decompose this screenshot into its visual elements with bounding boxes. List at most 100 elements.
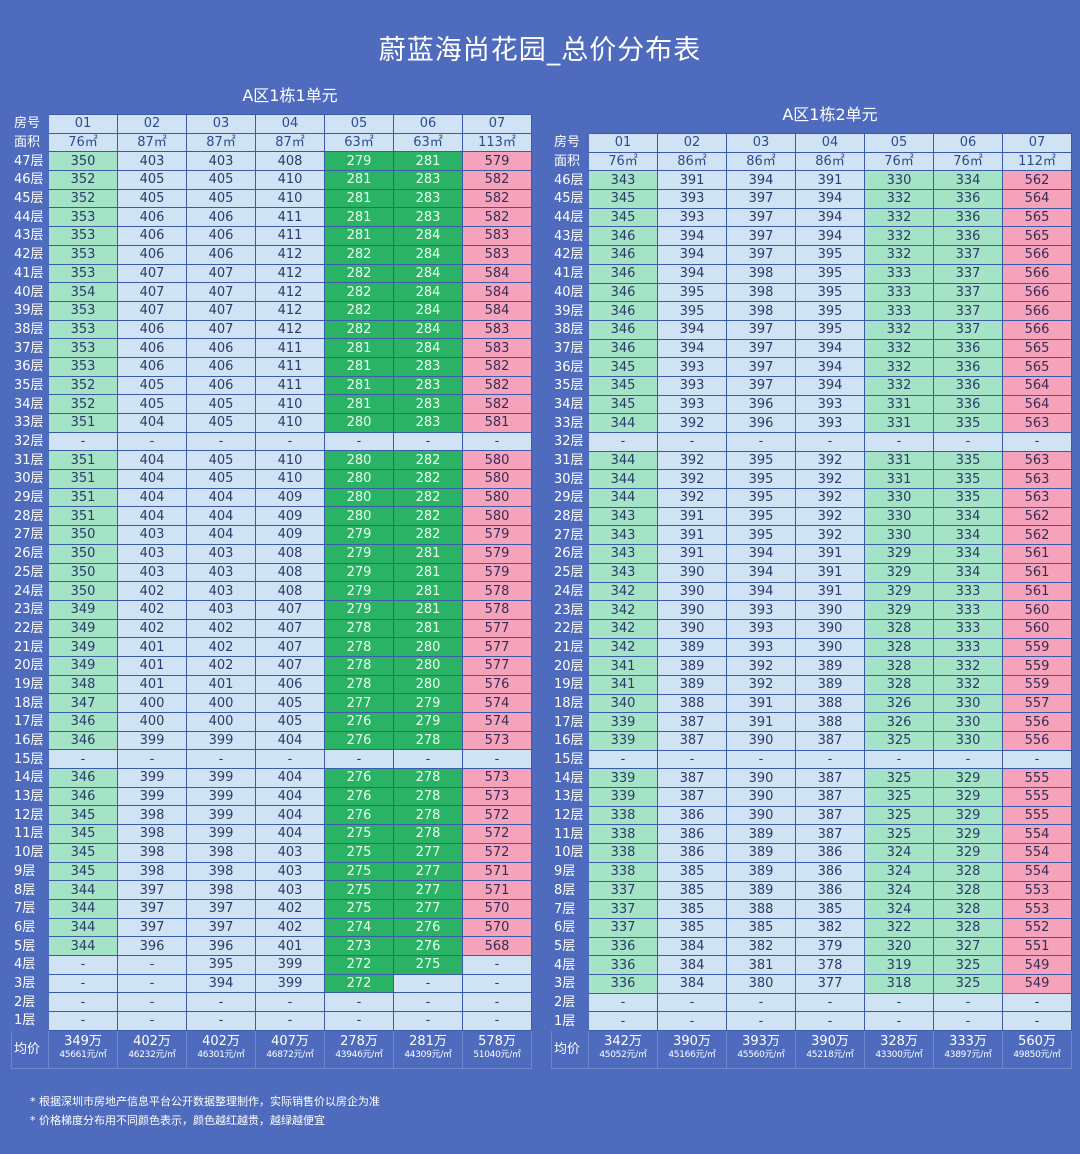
- price-cell: 573: [462, 730, 532, 751]
- floor-label: 11层: [551, 824, 589, 845]
- floor-label: 34层: [551, 394, 589, 415]
- price-cell: 334: [933, 506, 1003, 527]
- floor-label: 10层: [551, 843, 589, 863]
- price-cell: 384: [657, 936, 727, 957]
- price-cell: 385: [795, 899, 865, 919]
- price-cell: -: [588, 1011, 658, 1031]
- room-number: 04: [255, 114, 325, 134]
- price-cell: 390: [657, 581, 727, 602]
- price-cell: 283: [393, 394, 463, 414]
- price-cell: 273: [324, 936, 394, 956]
- price-cell: 353: [48, 207, 118, 228]
- floor-label: 36层: [11, 356, 49, 377]
- price-cell: -: [795, 749, 865, 770]
- price-cell: 281: [324, 188, 394, 209]
- price-cell: 325: [864, 768, 934, 789]
- price-cell: 344: [48, 917, 118, 938]
- price-cell: 399: [186, 824, 256, 844]
- price-cell: 337: [588, 899, 658, 919]
- price-cell: 332: [864, 375, 934, 396]
- price-cell: -: [48, 1011, 118, 1031]
- floor-label: 18层: [551, 693, 589, 714]
- price-cell: 282: [393, 525, 463, 545]
- price-cell: 379: [795, 936, 865, 957]
- unit-area: 86㎡: [795, 151, 865, 172]
- price-cell: 565: [1002, 207, 1072, 228]
- floor-label: 44层: [11, 207, 49, 228]
- price-cell: 403: [186, 599, 256, 620]
- price-cell: -: [48, 749, 118, 770]
- floor-label: 8层: [551, 880, 589, 901]
- price-cell: 329: [864, 600, 934, 620]
- price-cell: 338: [588, 861, 658, 882]
- average-row: 均价 349万 45661元/㎡ 402万 46232元/㎡ 402万 46301元/㎡ 40…: [11, 1029, 532, 1069]
- price-cell: 337: [588, 917, 658, 938]
- floor-label: 34层: [11, 394, 49, 414]
- price-cell: 401: [117, 637, 187, 657]
- price-cell: 400: [186, 712, 256, 732]
- price-cell: 399: [255, 973, 325, 994]
- price-cell: 556: [1002, 731, 1072, 751]
- floor-label: 14层: [551, 768, 589, 789]
- price-cell: 562: [1002, 525, 1072, 546]
- price-cell: 582: [462, 188, 532, 209]
- price-cell: 403: [255, 842, 325, 863]
- price-cell: 351: [48, 413, 118, 433]
- price-cell: 350: [48, 525, 118, 545]
- price-cell: 571: [462, 861, 532, 882]
- floor-row: 1层 - - - - - - -: [11, 1011, 532, 1031]
- price-cell: 409: [255, 487, 325, 508]
- floor-label: 35层: [11, 375, 49, 396]
- price-cell: 397: [117, 917, 187, 938]
- unit2-title: A区1栋2单元: [782, 105, 878, 124]
- price-cell: 559: [1002, 674, 1072, 695]
- floor-row: 11层 345 398 399 404 275 278 572: [11, 824, 532, 844]
- price-cell: 279: [324, 525, 394, 545]
- unit2-price-table: 房号 01 02 03 04 05 06 07 面积 76㎡ 86㎡ 86㎡ 86㎡ 76㎡ 76㎡ 112㎡…: [551, 133, 1072, 1069]
- floor-label: 1层: [11, 1011, 49, 1031]
- price-cell: 388: [657, 693, 727, 714]
- price-cell: -: [393, 992, 463, 1012]
- price-cell: 386: [657, 843, 727, 863]
- price-cell: 319: [864, 955, 934, 975]
- price-cell: 337: [588, 880, 658, 901]
- price-cell: 386: [657, 824, 727, 845]
- price-cell: 405: [117, 170, 187, 190]
- price-cell: -: [117, 954, 187, 975]
- price-cell: 325: [864, 731, 934, 751]
- price-cell: 281: [324, 338, 394, 358]
- price-cell: 384: [657, 973, 727, 994]
- floor-label: 29层: [11, 487, 49, 508]
- floor-label: 4层: [551, 955, 589, 975]
- price-cell: -: [864, 749, 934, 770]
- price-cell: 346: [48, 712, 118, 732]
- floor-row: 4层 - -395 399 272 275-: [11, 954, 532, 975]
- price-cell: 322: [864, 917, 934, 938]
- price-cell: 401: [186, 674, 256, 695]
- price-cell: -: [117, 973, 187, 994]
- price-cell: 560: [1002, 618, 1072, 639]
- average-per-sqm: 45052元/㎡: [599, 1050, 647, 1060]
- price-cell: -: [1002, 992, 1072, 1013]
- price-cell: 332: [864, 226, 934, 247]
- floor-label: 45层: [551, 189, 589, 209]
- price-cell: 283: [393, 356, 463, 377]
- price-cell: 407: [255, 655, 325, 676]
- price-cell: 384: [657, 955, 727, 975]
- price-cell: 559: [1002, 656, 1072, 676]
- price-cell: 583: [462, 319, 532, 340]
- floor-row: 22层 349 402 402 407 278 281 577: [11, 618, 532, 639]
- price-cell: 345: [588, 357, 658, 377]
- page-title: 蔚蓝海尚花园_总价分布表: [378, 35, 702, 66]
- price-cell: 331: [864, 394, 934, 415]
- price-cell: 353: [48, 319, 118, 340]
- area-label: 面积: [551, 151, 589, 172]
- floor-label: 26层: [11, 543, 49, 564]
- price-cell: -: [48, 954, 118, 975]
- price-cell: 335: [933, 488, 1003, 508]
- floor-label: 1层: [551, 1011, 589, 1031]
- floor-row: 34层 352 405 405 410 281 283 582: [11, 394, 532, 414]
- price-cell: 404: [117, 413, 187, 433]
- price-cell: 393: [657, 375, 727, 396]
- price-cell: -: [933, 992, 1003, 1013]
